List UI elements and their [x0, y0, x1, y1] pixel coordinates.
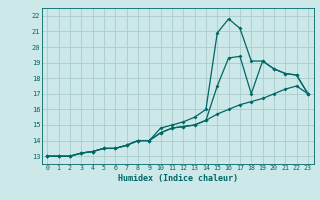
X-axis label: Humidex (Indice chaleur): Humidex (Indice chaleur) — [118, 174, 237, 183]
